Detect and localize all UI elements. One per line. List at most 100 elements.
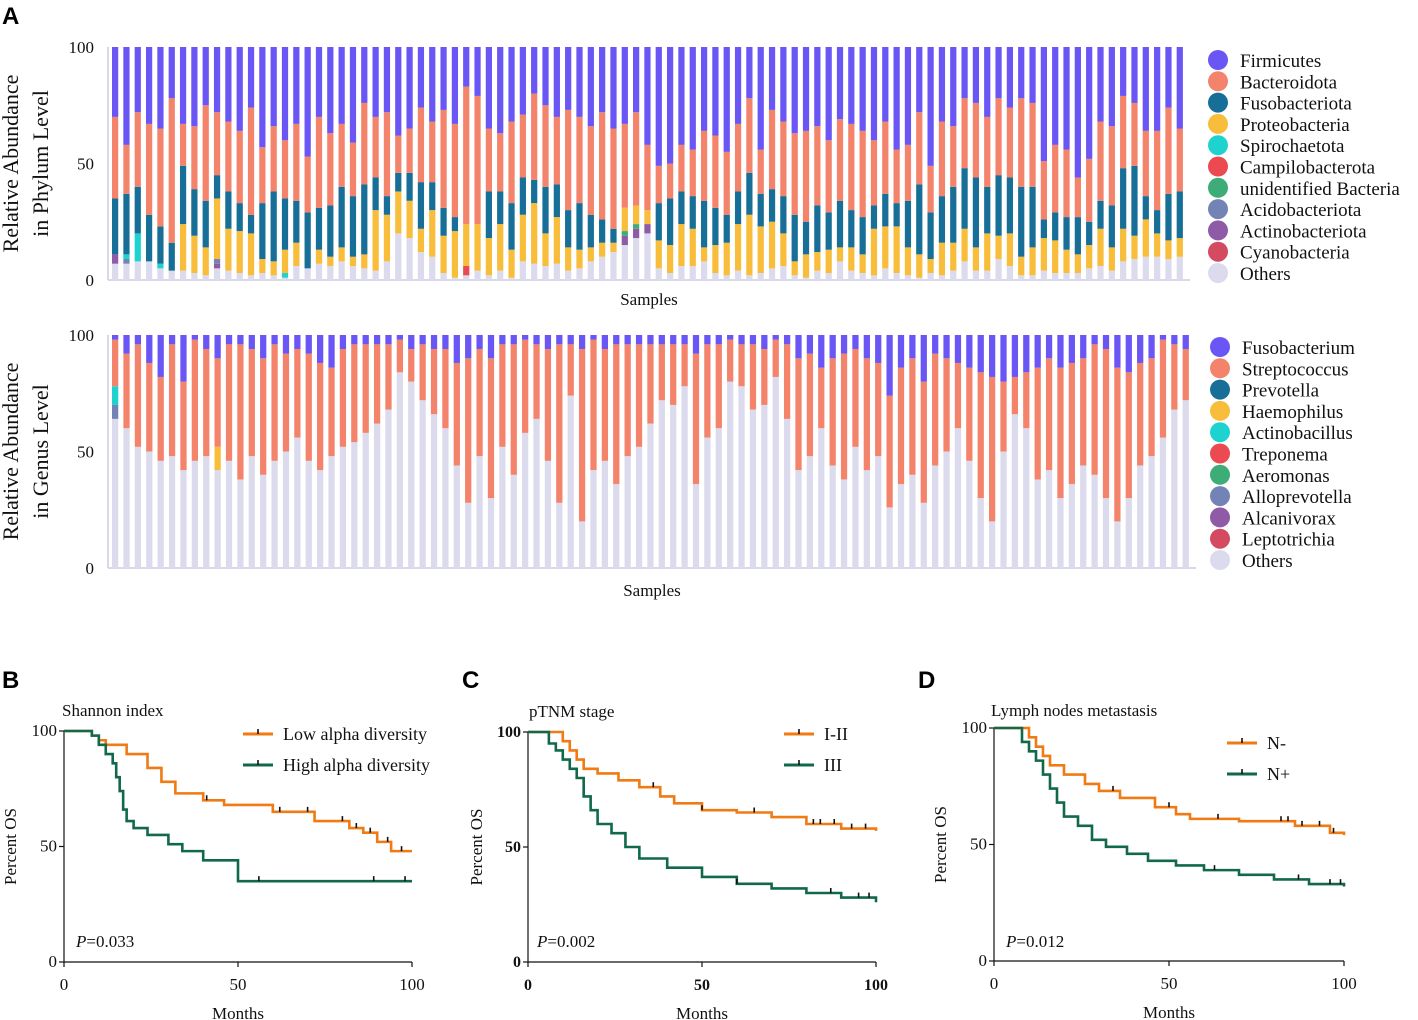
bar-segment xyxy=(395,172,402,192)
bar-segment xyxy=(293,242,300,267)
bar-segment xyxy=(476,335,483,349)
bar-segment xyxy=(294,348,301,438)
bar-segment xyxy=(840,353,848,480)
bar-segment xyxy=(180,381,187,471)
bar-segment xyxy=(248,348,255,457)
legend-label: Actinobacillus xyxy=(1242,423,1353,444)
legend-label: Actinobacteriota xyxy=(1240,221,1367,242)
bar-segment xyxy=(1052,47,1059,145)
bar-segment xyxy=(259,203,266,260)
bar-segment xyxy=(442,335,449,349)
bar-segment xyxy=(474,47,481,96)
bar-segment xyxy=(886,507,893,568)
bar-segment xyxy=(145,123,153,215)
bar-segment xyxy=(203,335,210,349)
bar-segment xyxy=(533,344,540,419)
bar-segment xyxy=(1108,270,1115,280)
bar-segment xyxy=(134,186,141,234)
bar-segment xyxy=(1120,168,1127,229)
bar-segment xyxy=(361,268,368,280)
bar-segment xyxy=(1142,219,1149,257)
bar-segment xyxy=(465,358,472,503)
bar-segment xyxy=(112,254,119,264)
bar-segment xyxy=(442,348,449,429)
bar-segment xyxy=(954,362,962,429)
bar-segment xyxy=(932,465,939,568)
bar-segment xyxy=(818,367,825,429)
legend-label: Alcanivorax xyxy=(1242,508,1336,529)
bar-segment xyxy=(510,335,517,345)
bar-segment xyxy=(601,460,609,568)
bar-segment xyxy=(791,275,798,280)
panel-letter-d: D xyxy=(918,667,935,694)
bar-segment xyxy=(429,256,436,280)
bar-segment xyxy=(1086,245,1093,269)
bar-segment xyxy=(761,404,768,568)
bar-segment xyxy=(157,128,164,227)
bar-segment xyxy=(112,198,119,255)
bar-segment xyxy=(191,189,198,236)
y-tick-label: 100 xyxy=(32,721,58,740)
bar-segment xyxy=(383,47,391,113)
bar-segment xyxy=(191,339,198,461)
bar-segment xyxy=(123,353,130,429)
bar-segment xyxy=(791,261,798,276)
bar-segment xyxy=(746,275,753,280)
bar-segment xyxy=(932,353,939,466)
bar-segment xyxy=(692,484,700,568)
bar-segment xyxy=(123,263,130,280)
bar-segment xyxy=(271,335,278,345)
bar-segment xyxy=(372,177,379,211)
x-tick-label: 0 xyxy=(60,975,69,994)
bar-segment xyxy=(281,198,289,250)
bar-segment xyxy=(453,335,460,363)
bar-segment xyxy=(349,142,357,197)
bar-segment xyxy=(772,335,779,340)
bar-segment xyxy=(825,212,832,250)
bar-segment xyxy=(406,47,413,129)
legend-label: Spirochaetota xyxy=(1240,136,1345,157)
bar-segment xyxy=(1108,47,1115,127)
legend-marker xyxy=(1210,400,1230,421)
bar-segment xyxy=(1091,474,1098,568)
bar-segment xyxy=(712,47,719,136)
bar-segment xyxy=(984,270,991,280)
bar-segment xyxy=(485,238,492,276)
legend-marker xyxy=(1208,263,1228,283)
bar-segment xyxy=(476,348,483,457)
bar-segment xyxy=(1108,126,1115,206)
bar-segment xyxy=(916,184,923,255)
x-tick-label: 0 xyxy=(524,977,532,994)
bar-segment xyxy=(406,172,413,201)
bar-segment xyxy=(1063,249,1070,274)
bar-segment xyxy=(633,112,640,206)
bar-segment xyxy=(893,149,900,204)
y-tick-label: 0 xyxy=(513,954,521,971)
legend-marker xyxy=(1210,528,1230,549)
bar-segment xyxy=(772,376,779,568)
bar-segment xyxy=(1120,95,1127,169)
x-tick-label: 100 xyxy=(864,977,888,994)
bar-segment xyxy=(1131,235,1138,260)
bar-segment xyxy=(1108,205,1115,248)
bar-segment xyxy=(870,228,878,276)
bar-segment xyxy=(361,184,368,255)
bar-segment xyxy=(882,226,889,269)
bar-segment xyxy=(814,252,821,271)
bar-segment xyxy=(734,224,742,271)
bar-segment xyxy=(1000,451,1007,568)
bar-segment xyxy=(191,335,198,340)
bar-segment xyxy=(383,112,391,197)
bar-segment xyxy=(825,140,832,213)
bar-segment xyxy=(362,335,369,345)
bar-segment xyxy=(1006,47,1014,108)
genus-stacked-bar-chart: 0 50 100 Relative Abundance in Genus Level Sa… xyxy=(0,326,1355,600)
bar-segment xyxy=(635,446,643,568)
bar-segment xyxy=(655,165,662,204)
bar-segment xyxy=(746,214,753,276)
bar-segment xyxy=(904,247,912,276)
bar-segment xyxy=(848,47,855,124)
bar-segment xyxy=(202,247,209,276)
panel-letter-a: A xyxy=(2,3,19,30)
bar-segment xyxy=(578,335,586,349)
